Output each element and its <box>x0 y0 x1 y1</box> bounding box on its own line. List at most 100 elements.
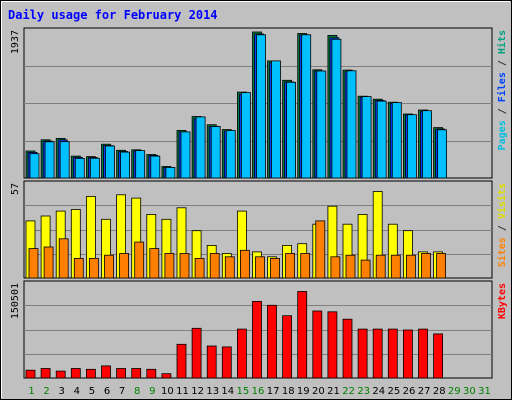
bar-kbytes-day-19 <box>297 291 308 379</box>
bar-pages-day-19 <box>301 34 312 179</box>
bar-sites-day-23 <box>360 259 371 279</box>
bar-kbytes-day-23 <box>357 328 368 379</box>
bar-pages-day-22 <box>346 70 357 179</box>
x-tick-label: 27 <box>418 386 431 397</box>
bar-pages-day-18 <box>286 81 297 179</box>
bar-pages-day-12 <box>195 116 206 179</box>
bar-pages-day-20 <box>316 70 327 179</box>
x-axis-labels: 1 2 3 4 5 6 7 8 9 10 11 12 13 14 15 16 17 18 19 20 21 22 23 24 2… <box>28 386 491 397</box>
bar-kbytes-day-28 <box>433 333 444 379</box>
bar-sites-day-9 <box>149 248 160 279</box>
bar-kbytes-day-2 <box>40 368 51 379</box>
legend-entry: / <box>497 219 508 237</box>
bar-pages-day-15 <box>240 92 251 179</box>
bar-sites-day-4 <box>73 257 84 279</box>
x-tick-label: 10 <box>161 386 174 397</box>
series-legend-visits: Sites / Visits <box>496 183 508 267</box>
bar-pages-day-11 <box>180 131 191 179</box>
bar-kbytes-day-5 <box>86 368 96 379</box>
bar-sites-day-26 <box>405 254 416 279</box>
x-tick-label: 29 <box>448 386 461 397</box>
bar-sites-day-16 <box>255 256 265 279</box>
legend-entry: Files <box>496 72 508 102</box>
bar-kbytes-day-24 <box>372 328 383 379</box>
panel-kbytes: 150501 KBytes <box>10 280 508 379</box>
x-tick-label: 23 <box>357 386 370 397</box>
bar-sites-day-3 <box>58 238 69 279</box>
bar-kbytes-day-17 <box>267 304 277 379</box>
x-tick-label: 2 <box>43 386 49 397</box>
series-legend-kbytes: KBytes <box>497 283 508 319</box>
x-tick-label: 30 <box>463 386 476 397</box>
x-tick-label: 19 <box>297 386 310 397</box>
bar-pages-day-14 <box>225 130 236 179</box>
bar-sites-day-7 <box>119 253 129 279</box>
x-tick-label: 7 <box>119 386 125 397</box>
bar-kbytes-day-6 <box>101 365 111 379</box>
bar-kbytes-day-1 <box>25 369 36 379</box>
legend-entry: KBytes <box>497 283 508 319</box>
bar-sites-day-12 <box>194 257 205 279</box>
bar-sites-day-20 <box>315 220 326 279</box>
bar-kbytes-day-10 <box>161 373 172 379</box>
legend-entry: / <box>497 102 508 120</box>
bar-kbytes-day-8 <box>131 368 142 379</box>
legend-entry: Pages <box>497 120 508 150</box>
bar-kbytes-day-16 <box>252 300 262 379</box>
bar-sites-day-13 <box>209 253 220 279</box>
x-tick-label: 9 <box>149 386 155 397</box>
series-legend-hits: Pages / Files / Hits <box>496 30 508 150</box>
bar-pages-day-8 <box>135 150 146 179</box>
bar-kbytes-day-12 <box>191 327 202 379</box>
bar-kbytes-day-18 <box>282 315 293 379</box>
bar-kbytes-day-11 <box>176 343 187 379</box>
bar-sites-day-1 <box>28 248 39 279</box>
bar-sites-day-25 <box>390 254 401 279</box>
x-tick-label: 22 <box>342 386 355 397</box>
bar-pages-day-3 <box>59 141 70 179</box>
chart-title: Daily usage for February 2014 <box>8 8 218 22</box>
x-tick-label: 11 <box>176 386 189 397</box>
bar-sites-day-6 <box>104 254 114 279</box>
bar-pages-day-4 <box>74 157 85 179</box>
x-tick-label: 21 <box>327 386 340 397</box>
bar-pages-day-21 <box>331 38 342 179</box>
bar-pages-day-1 <box>29 153 40 179</box>
bar-kbytes-day-27 <box>418 328 428 379</box>
bar-kbytes-day-3 <box>55 370 66 379</box>
bar-pages-day-10 <box>165 166 176 179</box>
bar-sites-day-24 <box>375 254 386 279</box>
bar-sites-day-8 <box>134 241 145 279</box>
bar-pages-day-24 <box>376 100 387 179</box>
bar-kbytes-day-9 <box>146 368 157 379</box>
x-tick-label: 24 <box>372 386 385 397</box>
x-tick-label: 8 <box>134 386 140 397</box>
bar-pages-day-2 <box>44 141 55 179</box>
x-tick-label: 6 <box>104 386 110 397</box>
bar-kbytes-day-26 <box>402 329 413 379</box>
x-tick-label: 4 <box>74 386 80 397</box>
chart-panels: 1937 Pages / Files / Hits 57 Sites / Visits… <box>10 27 508 379</box>
bar-pages-day-9 <box>150 155 161 179</box>
x-tick-label: 15 <box>237 386 250 397</box>
bar-kbytes-day-20 <box>312 310 323 379</box>
x-tick-label: 26 <box>403 386 416 397</box>
bar-kbytes-day-25 <box>387 328 398 379</box>
legend-entry: Sites <box>496 237 508 267</box>
bar-pages-day-28 <box>437 129 448 179</box>
bar-pages-day-13 <box>210 126 221 179</box>
bar-sites-day-17 <box>270 257 280 279</box>
bar-sites-day-15 <box>239 249 250 279</box>
x-tick-label: 3 <box>59 386 65 397</box>
x-tick-label: 1 <box>28 386 34 397</box>
legend-entry: / <box>497 54 508 72</box>
bar-sites-day-18 <box>285 253 296 279</box>
bar-pages-day-26 <box>406 114 417 179</box>
legend-entry: Hits <box>496 30 508 54</box>
bar-kbytes-day-22 <box>342 318 353 379</box>
panel-hits: 1937 Pages / Files / Hits <box>10 27 508 179</box>
bar-sites-day-2 <box>43 246 54 279</box>
x-tick-label: 20 <box>312 386 325 397</box>
bar-kbytes-day-21 <box>327 311 338 379</box>
